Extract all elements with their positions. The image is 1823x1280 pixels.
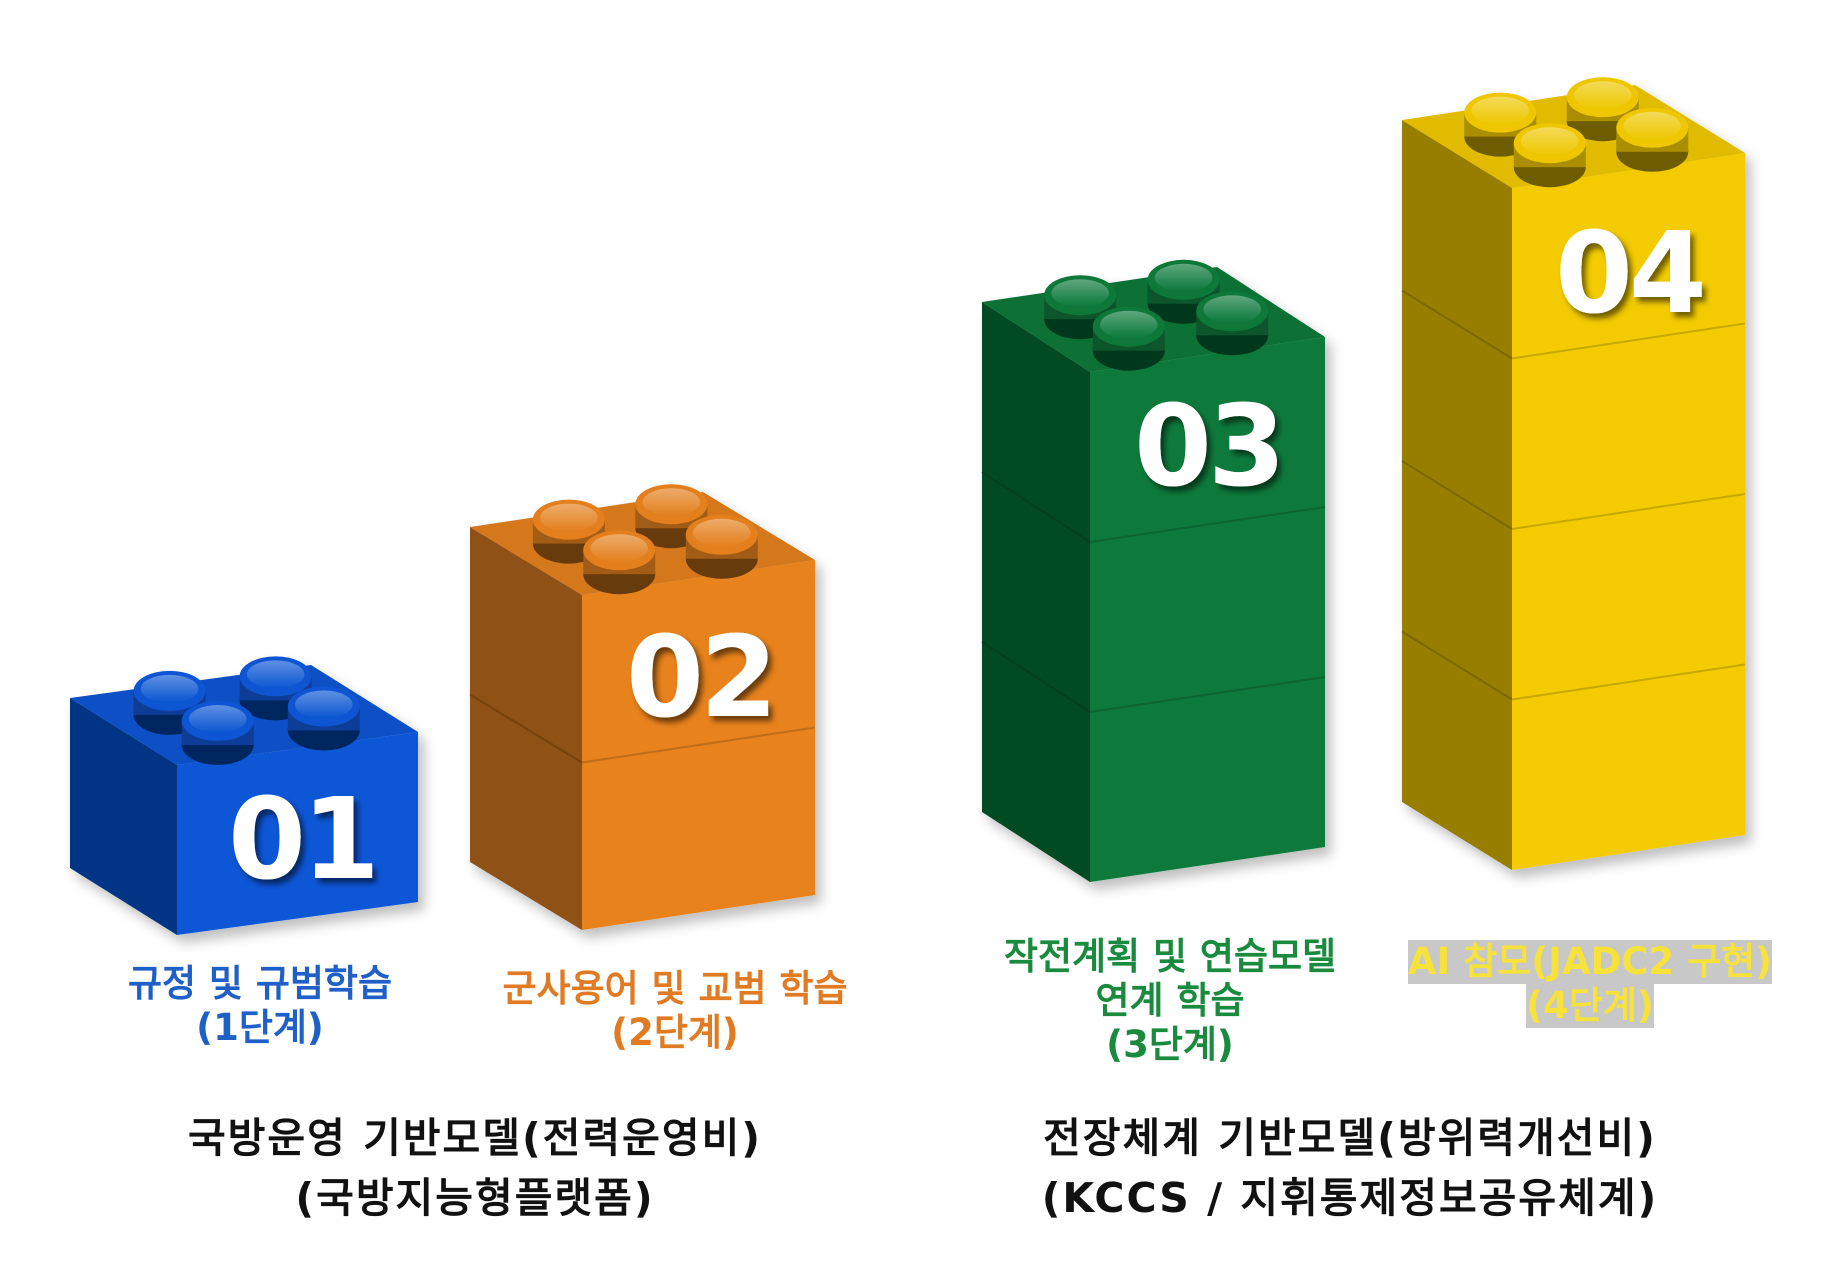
lego-block-01 [70,656,418,935]
tier-seam [581,726,816,764]
tier-seam [469,693,583,764]
lego-stud [1616,107,1689,172]
lego-stud [1196,291,1269,356]
lego-stud [1092,306,1165,371]
lego-stud [583,530,656,595]
block-number-04: 04 [1555,209,1703,339]
tier-seam [1401,289,1513,360]
group-caption-defense-ops: 국방운영 기반모델(전력운영비) (국방지능형플랫폼) [100,1108,850,1228]
tier-seam [1401,460,1513,530]
block-number-01: 01 [228,775,376,905]
lego-block-02 [469,484,816,930]
tier-seam [981,641,1091,713]
tier-seam [1511,663,1746,701]
group-caption-2-line-1: 전장체계 기반모델(방위력개선비) [1043,1114,1657,1162]
stage-label-1-line-2: (1단계) [196,1006,324,1049]
stage-label-4-line-1: AI 참모(JADC2 구현) [1407,940,1773,984]
stage-label-3-line-2: 연계 학습 [1095,979,1245,1022]
tier-seam [1401,630,1513,701]
group-caption-1-line-1: 국방운영 기반모델(전력운영비) [187,1114,763,1162]
tier-seam [981,471,1091,543]
block-front-face [1090,337,1325,882]
tier-seam [1089,676,1326,713]
stage-label-2-line-2: (2단계) [611,1011,739,1054]
stage-label-2: 군사용어 및 교범 학습 (2단계) [470,967,880,1055]
block-front-face [177,732,418,935]
group-caption-2-line-2: (KCCS / 지휘통제정보공유체계) [1041,1174,1659,1222]
lego-stud [1566,77,1639,142]
lego-stud [181,701,254,766]
stage-label-1-line-1: 규정 및 규범학습 [127,962,393,1005]
lego-block-03 [981,259,1326,882]
stage-label-3: 작전계획 및 연습모델 연계 학습 (3단계) [960,935,1380,1067]
lego-stud [287,686,360,751]
group-caption-battlefield-systems: 전장체계 기반모델(방위력개선비) (KCCS / 지휘통제정보공유체계) [950,1108,1750,1228]
block-left-face [982,302,1090,882]
stage-label-1: 규정 및 규범학습 (1단계) [70,962,450,1050]
stage-label-3-line-3: (3단계) [1106,1023,1234,1066]
stage-label-4: AI 참모(JADC2 구현) (4단계) [1390,940,1790,1028]
tier-seam [1511,322,1746,360]
lego-stud [685,514,758,579]
tier-seam [1089,506,1326,543]
stage-label-4-line-2: (4단계) [1526,984,1654,1028]
lego-stud [1513,123,1586,188]
lego-block-04 [1401,77,1746,870]
stage-label-3-line-1: 작전계획 및 연습모델 [1003,935,1337,978]
block-number-03: 03 [1134,382,1282,512]
stage-label-2-line-1: 군사용어 및 교범 학습 [502,967,848,1010]
block-number-02: 02 [626,613,774,743]
group-caption-1-line-2: (국방지능형플랫폼) [295,1174,655,1222]
block-left-face [70,698,177,935]
tier-seam [1511,493,1746,530]
